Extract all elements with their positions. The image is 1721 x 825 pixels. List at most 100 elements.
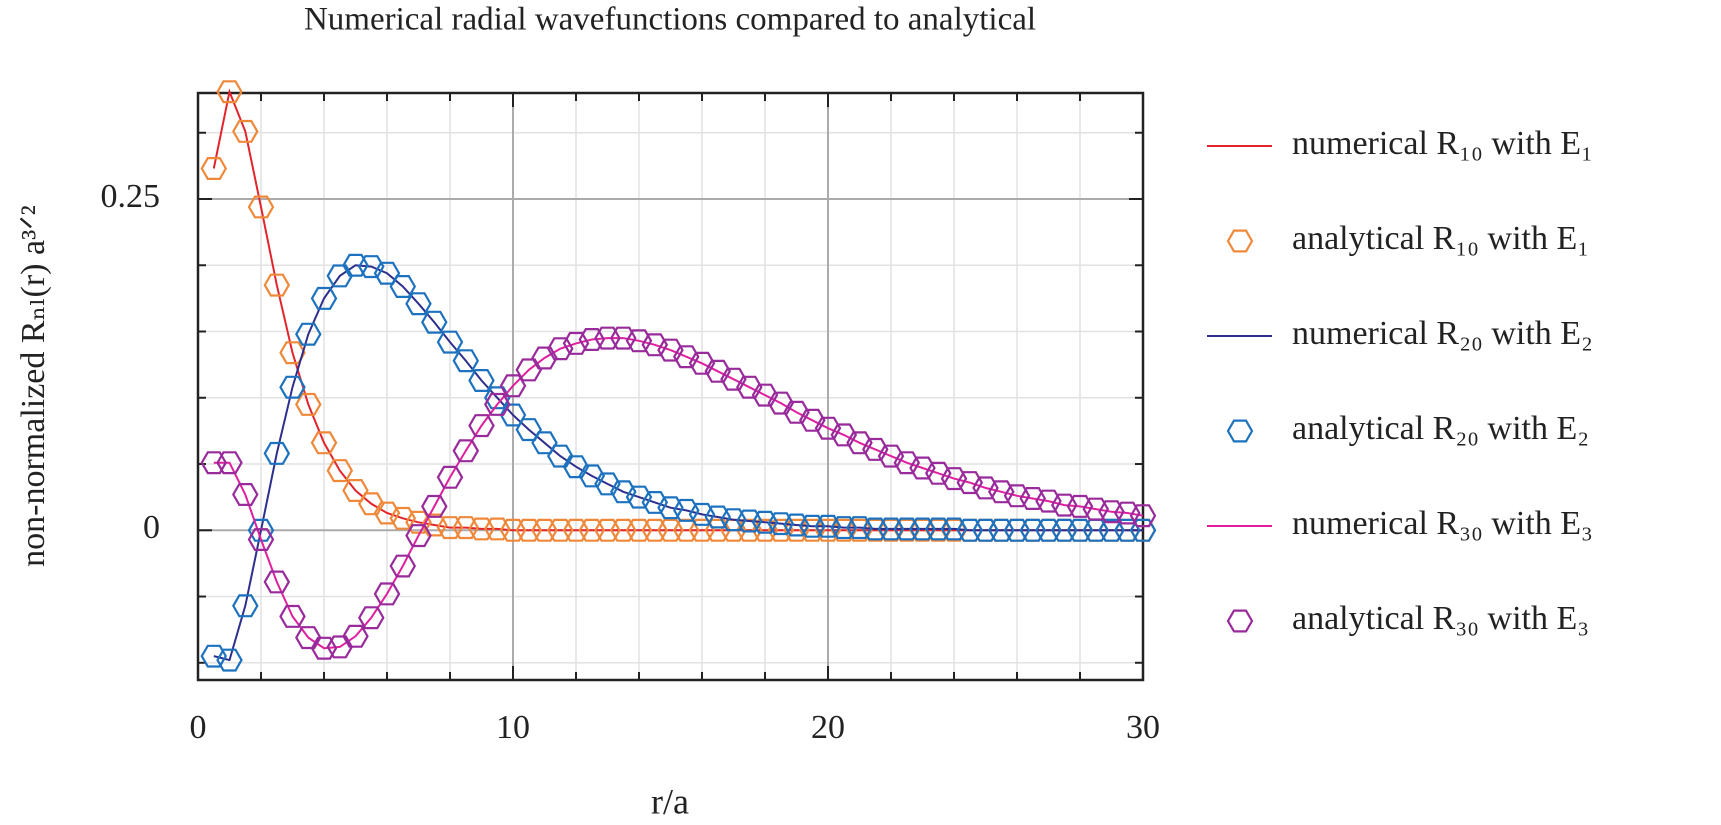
plot-frame xyxy=(196,91,1145,682)
data-marker xyxy=(751,510,779,534)
legend-label: analytical R₁₀ with E₁ xyxy=(1292,220,1589,257)
data-marker xyxy=(1066,494,1094,518)
data-marker xyxy=(625,329,653,353)
x-tick-label: 0 xyxy=(190,709,207,746)
data-marker xyxy=(1051,518,1078,542)
data-marker xyxy=(263,570,291,594)
data-marker xyxy=(1019,518,1047,542)
data-marker xyxy=(216,451,243,475)
data-marker xyxy=(862,517,889,541)
data-marker xyxy=(1019,487,1047,510)
data-marker xyxy=(657,518,684,542)
data-marker xyxy=(1051,493,1078,517)
legend-label: numerical R₃₀ with E₃ xyxy=(1292,505,1593,542)
data-marker xyxy=(547,444,574,468)
data-marker xyxy=(310,431,338,455)
data-marker xyxy=(421,310,448,334)
data-marker xyxy=(830,516,858,540)
data-marker xyxy=(846,516,873,540)
data-marker xyxy=(295,322,322,346)
data-marker xyxy=(972,518,999,542)
data-marker xyxy=(342,624,369,648)
data-marker xyxy=(247,528,275,552)
data-marker xyxy=(1129,518,1157,542)
data-marker xyxy=(232,483,259,506)
data-marker xyxy=(940,517,968,541)
data-marker xyxy=(846,518,873,542)
data-marker xyxy=(1035,518,1062,542)
data-marker xyxy=(1003,518,1031,542)
y-axis-label: non-normalized Rₙₗ(r) a³ᐟ² xyxy=(15,205,52,567)
data-marker xyxy=(594,326,621,350)
x-tick-label: 30 xyxy=(1126,709,1160,746)
data-marker xyxy=(657,496,684,520)
data-marker xyxy=(358,492,385,516)
data-marker xyxy=(531,518,558,542)
data-marker xyxy=(389,275,417,298)
data-marker xyxy=(578,328,606,351)
data-marker xyxy=(688,502,716,526)
data-marker xyxy=(452,439,480,463)
data-marker xyxy=(940,467,968,491)
data-line xyxy=(213,337,1144,650)
data-marker xyxy=(279,375,306,399)
data-marker xyxy=(767,512,795,536)
data-marker xyxy=(232,119,259,143)
data-marker xyxy=(405,292,432,316)
data-marker xyxy=(326,264,354,288)
data-marker xyxy=(232,594,259,618)
data-marker xyxy=(799,518,826,542)
data-marker xyxy=(562,518,590,542)
data-marker xyxy=(468,369,495,392)
data-marker xyxy=(1129,504,1157,528)
data-marker xyxy=(405,524,432,548)
data-marker xyxy=(610,326,637,350)
data-marker xyxy=(1082,497,1110,521)
legend-swatch xyxy=(1226,609,1254,633)
data-marker xyxy=(767,391,795,415)
chart-title: Numerical radial wavefunctions compared … xyxy=(304,2,1036,38)
data-marker xyxy=(310,636,338,660)
y-tick-label: 0.25 xyxy=(101,178,161,215)
data-marker xyxy=(1098,500,1125,524)
data-marker xyxy=(247,195,275,219)
data-marker xyxy=(893,517,921,541)
data-marker xyxy=(830,518,858,542)
data-marker xyxy=(342,253,369,277)
data-marker xyxy=(279,604,306,628)
legend-swatch xyxy=(1226,419,1254,443)
data-marker xyxy=(783,513,810,537)
data-marker xyxy=(515,358,543,382)
data-marker xyxy=(972,476,999,500)
data-marker xyxy=(1035,489,1062,513)
data-marker xyxy=(484,386,511,410)
data-marker xyxy=(704,505,732,529)
data-marker xyxy=(814,518,842,542)
legend-label: numerical R₁₀ with E₁ xyxy=(1292,125,1593,162)
legend-label: numerical R₂₀ with E₂ xyxy=(1292,315,1593,352)
data-marker xyxy=(783,518,810,542)
data-marker xyxy=(1066,518,1094,542)
data-marker xyxy=(247,518,275,542)
data-marker xyxy=(468,414,495,438)
data-marker xyxy=(673,498,700,522)
data-marker xyxy=(499,518,527,542)
data-marker xyxy=(200,644,228,668)
data-marker xyxy=(421,494,448,518)
data-marker xyxy=(877,517,905,541)
data-marker xyxy=(295,626,322,650)
legend-label: analytical R₃₀ with E₃ xyxy=(1292,600,1589,637)
data-marker xyxy=(373,582,401,606)
data-marker xyxy=(736,509,763,533)
data-marker xyxy=(452,349,480,373)
data-marker xyxy=(988,480,1015,504)
data-marker xyxy=(279,341,306,365)
data-marker xyxy=(468,517,495,541)
data-marker xyxy=(578,518,606,542)
data-marker xyxy=(547,518,574,542)
data-marker xyxy=(610,518,637,542)
data-marker xyxy=(200,451,228,475)
data-marker xyxy=(799,514,826,538)
data-marker xyxy=(562,455,590,479)
